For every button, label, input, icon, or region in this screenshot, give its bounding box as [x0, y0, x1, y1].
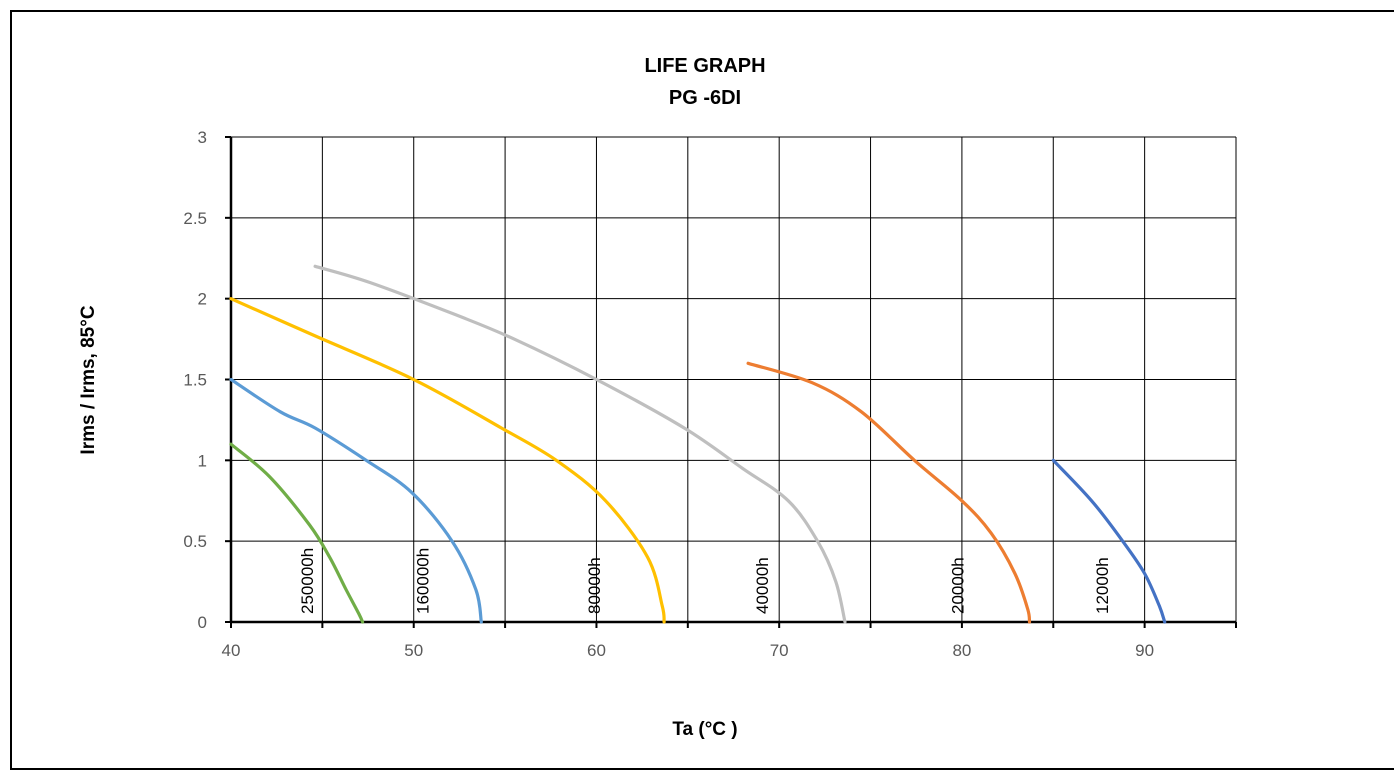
curve-12000h — [1051, 458, 1167, 624]
chart-subtitle: PG -6DI — [669, 87, 741, 109]
curve-40000h — [313, 264, 847, 624]
x-tick-label: 40 — [222, 641, 241, 660]
x-tick-labels: 40 50 60 70 80 90 — [222, 641, 1155, 660]
x-axis-title: Ta (°C ) — [672, 719, 737, 740]
curve-label-40000h: 40000h — [753, 557, 772, 614]
x-tick-label: 90 — [1135, 641, 1154, 660]
y-tick-label: 0 — [198, 613, 207, 632]
curve-label-250000h: 250000h — [298, 548, 317, 614]
curve-label-160000h: 160000h — [413, 548, 432, 614]
curve-80000h — [229, 297, 666, 624]
curve-20000h — [746, 361, 1032, 624]
y-tick-label: 0.5 — [183, 532, 207, 551]
curve-label-12000h: 12000h — [1093, 557, 1112, 614]
curve-label-80000h: 80000h — [585, 557, 604, 614]
curve-160000h — [229, 377, 483, 624]
y-axis-title: Irms / Irms, 85°C — [78, 305, 99, 454]
y-tick-label: 1 — [198, 451, 207, 470]
x-tick-label: 60 — [587, 641, 606, 660]
curve-250000h — [229, 442, 365, 624]
grid-lines — [231, 136, 1237, 622]
curve-label-20000h: 20000h — [949, 557, 968, 614]
y-tick-label: 3 — [198, 128, 207, 147]
axes — [225, 136, 1237, 628]
x-tick-label: 80 — [952, 641, 971, 660]
y-tick-label: 1.5 — [183, 371, 207, 390]
curve-labels: 250000h 160000h 80000h 40000h 20000h 12000h — [298, 548, 1112, 614]
life-curves — [229, 264, 1167, 624]
x-tick-label: 70 — [770, 641, 789, 660]
y-tick-label: 2.5 — [183, 209, 207, 228]
x-tick-label: 50 — [404, 641, 423, 660]
y-tick-labels: 0 0.5 1 1.5 2 2.5 3 — [183, 128, 207, 632]
y-tick-label: 2 — [198, 290, 207, 309]
chart-title: LIFE GRAPH — [644, 55, 765, 77]
